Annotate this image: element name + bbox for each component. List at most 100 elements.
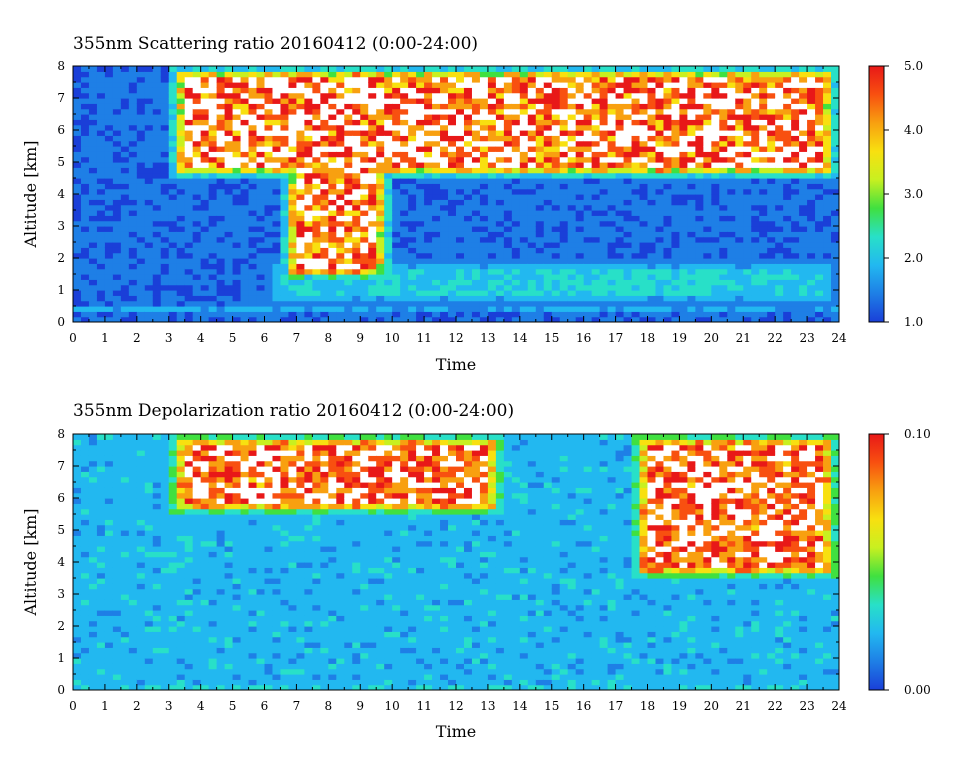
heatmap-cell — [568, 253, 577, 259]
heatmap-cell — [823, 199, 832, 205]
heatmap-cell — [432, 173, 441, 179]
heatmap-cell — [703, 215, 712, 221]
heatmap-cell — [137, 167, 146, 173]
heatmap-cell — [695, 215, 704, 221]
heatmap-cell — [552, 237, 561, 243]
heatmap-cell — [209, 226, 218, 232]
heatmap-cell — [783, 77, 792, 83]
heatmap-cell — [440, 173, 449, 179]
heatmap-cell — [560, 66, 569, 72]
heatmap-cell — [440, 306, 449, 312]
heatmap-cell — [121, 295, 130, 301]
heatmap-cell — [727, 173, 736, 179]
heatmap-cell — [663, 242, 672, 248]
heatmap-cell — [584, 269, 593, 275]
heatmap-cell — [743, 103, 752, 109]
heatmap-cell — [592, 151, 601, 157]
heatmap-cell — [249, 285, 258, 291]
heatmap-cell — [512, 146, 521, 152]
heatmap-cell — [576, 237, 585, 243]
heatmap-cell — [360, 285, 369, 291]
heatmap-cell — [392, 263, 401, 269]
heatmap-cell — [663, 295, 672, 301]
heatmap-cell — [296, 98, 305, 104]
heatmap-cell — [440, 295, 449, 301]
heatmap-cell — [775, 311, 784, 317]
heatmap-cell — [576, 242, 585, 248]
heatmap-cell — [328, 82, 337, 88]
heatmap-cell — [727, 98, 736, 104]
heatmap-cell — [448, 215, 457, 221]
heatmap-cell — [488, 146, 497, 152]
heatmap-cell — [687, 146, 696, 152]
heatmap-cell — [592, 178, 601, 184]
heatmap-cell — [249, 71, 258, 77]
heatmap-cell — [464, 242, 473, 248]
heatmap-cell — [448, 114, 457, 120]
heatmap-cell — [807, 205, 816, 211]
heatmap-cell — [312, 189, 321, 195]
heatmap-cell — [671, 210, 680, 216]
heatmap-cell — [624, 210, 633, 216]
heatmap-cell — [137, 66, 146, 72]
heatmap-cell — [759, 114, 768, 120]
heatmap-cell — [209, 114, 218, 120]
heatmap-cell — [735, 205, 744, 211]
heatmap-cell — [783, 194, 792, 200]
heatmap-cell — [640, 189, 649, 195]
heatmap-cell — [336, 301, 345, 307]
heatmap-cell — [464, 146, 473, 152]
heatmap-cell — [241, 87, 250, 93]
heatmap-cell — [823, 82, 832, 88]
heatmap-cell — [584, 151, 593, 157]
heatmap-cell — [400, 183, 409, 189]
heatmap-cell — [687, 103, 696, 109]
heatmap-cell — [312, 141, 321, 147]
heatmap-cell — [169, 215, 178, 221]
heatmap-cell — [703, 114, 712, 120]
heatmap-cell — [249, 130, 258, 136]
heatmap-cell — [735, 285, 744, 291]
heatmap-cell — [480, 71, 489, 77]
heatmap-cell — [265, 295, 274, 301]
heatmap-cell — [655, 253, 664, 259]
heatmap-cell — [488, 210, 497, 216]
heatmap-cell — [113, 167, 122, 173]
heatmap-cell — [655, 221, 664, 227]
heatmap-cell — [233, 311, 242, 317]
heatmap-cell — [640, 263, 649, 269]
heatmap-cell — [81, 135, 90, 141]
heatmap-cell — [416, 290, 425, 296]
heatmap-cell — [472, 157, 481, 163]
heatmap-cell — [400, 295, 409, 301]
heatmap-cell — [831, 263, 840, 269]
heatmap-cell — [89, 194, 98, 200]
heatmap-cell — [288, 66, 297, 72]
heatmap-cell — [616, 77, 625, 83]
heatmap-cell — [584, 242, 593, 248]
heatmap-cell — [233, 247, 242, 253]
heatmap-cell — [679, 119, 688, 125]
heatmap-cell — [743, 173, 752, 179]
heatmap-cell — [600, 189, 609, 195]
heatmap-cell — [472, 274, 481, 280]
heatmap-cell — [520, 226, 529, 232]
heatmap-cell — [576, 295, 585, 301]
heatmap-cell — [376, 162, 385, 168]
heatmap-cell — [767, 215, 776, 221]
heatmap-cell — [552, 141, 561, 147]
heatmap-cell — [528, 109, 537, 115]
heatmap-cell — [727, 135, 736, 141]
heatmap-cell — [759, 285, 768, 291]
heatmap-cell — [823, 205, 832, 211]
heatmap-cell — [616, 135, 625, 141]
heatmap-cell — [735, 141, 744, 147]
heatmap-cell — [368, 306, 377, 312]
heatmap-cell — [807, 151, 816, 157]
heatmap-cell — [145, 221, 154, 227]
heatmap-cell — [288, 199, 297, 205]
heatmap-cell — [416, 210, 425, 216]
heatmap-cell — [807, 109, 816, 115]
heatmap-cell — [193, 247, 202, 253]
heatmap-cell — [560, 151, 569, 157]
